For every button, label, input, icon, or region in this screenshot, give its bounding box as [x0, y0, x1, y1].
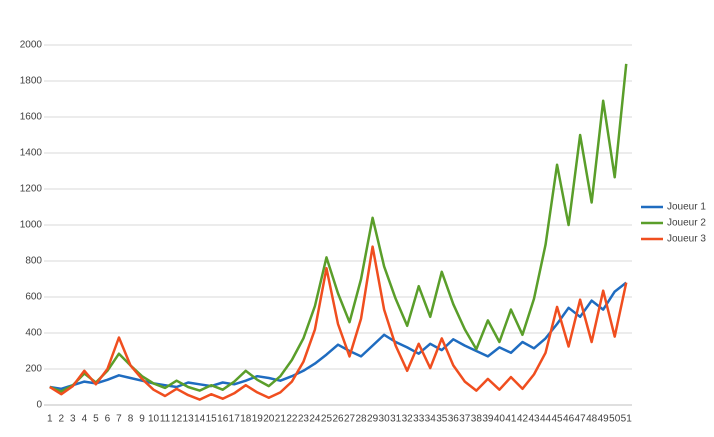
- x-tick-label: 8: [128, 414, 134, 425]
- x-tick-label: 46: [563, 414, 575, 425]
- y-tick-label: 0: [36, 400, 42, 411]
- x-tick-label: 23: [298, 414, 310, 425]
- x-tick-label: 31: [390, 414, 402, 425]
- x-tick-label: 30: [379, 414, 391, 425]
- y-tick-label: 1400: [20, 148, 43, 159]
- x-tick-label: 10: [148, 414, 160, 425]
- x-tick-label: 14: [194, 414, 206, 425]
- x-tick-label: 29: [367, 414, 379, 425]
- x-tick-label: 4: [82, 414, 88, 425]
- y-tick-label: 1200: [20, 184, 43, 195]
- series-line: [49, 245, 628, 401]
- x-tick-label: 17: [229, 414, 241, 425]
- x-tick-label: 2: [59, 414, 65, 425]
- y-tick-label: 1600: [20, 112, 43, 123]
- y-tick-label: 600: [25, 292, 42, 303]
- x-tick-label: 34: [425, 414, 437, 425]
- x-tick-label: 37: [459, 414, 471, 425]
- x-tick-label: 19: [252, 414, 264, 425]
- x-tick-label: 11: [160, 414, 171, 425]
- x-tick-label: 41: [505, 414, 517, 425]
- x-tick-label: 16: [217, 414, 229, 425]
- x-tick-label: 3: [70, 414, 76, 425]
- legend-label: Joueur 2: [667, 218, 706, 229]
- x-tick-label: 49: [598, 414, 610, 425]
- x-tick-label: 51: [621, 414, 633, 425]
- x-tick-label: 50: [609, 414, 621, 425]
- x-tick-label: 20: [263, 414, 275, 425]
- y-tick-label: 1000: [20, 220, 43, 231]
- x-tick-label: 45: [551, 414, 563, 425]
- x-tick-label: 1: [47, 414, 53, 425]
- y-tick-label: 1800: [20, 76, 43, 87]
- y-tick-label: 400: [25, 328, 42, 339]
- x-tick-label: 26: [332, 414, 344, 425]
- x-tick-label: 44: [540, 414, 552, 425]
- legend-label: Joueur 3: [667, 234, 706, 245]
- x-tick-label: 39: [482, 414, 494, 425]
- x-tick-label: 15: [206, 414, 218, 425]
- x-tick-label: 32: [402, 414, 414, 425]
- x-tick-label: 35: [436, 414, 448, 425]
- x-tick-label: 42: [517, 414, 529, 425]
- x-tick-label: 27: [344, 414, 356, 425]
- x-tick-label: 43: [528, 414, 540, 425]
- x-tick-label: 9: [139, 414, 145, 425]
- x-tick-label: 25: [321, 414, 333, 425]
- x-tick-label: 6: [105, 414, 111, 425]
- x-tick-label: 28: [355, 414, 367, 425]
- x-tick-label: 7: [116, 414, 122, 425]
- x-tick-label: 24: [309, 414, 321, 425]
- x-tick-label: 40: [494, 414, 506, 425]
- y-tick-label: 2000: [20, 40, 43, 51]
- x-tick-label: 18: [240, 414, 252, 425]
- x-tick-label: 22: [286, 414, 298, 425]
- x-tick-label: 47: [575, 414, 587, 425]
- x-tick-label: 12: [171, 414, 183, 425]
- y-tick-label: 800: [25, 256, 42, 267]
- y-tick-label: 200: [25, 364, 42, 375]
- legend-label: Joueur 1: [667, 202, 706, 213]
- x-tick-label: 21: [275, 414, 287, 425]
- x-tick-label: 5: [93, 414, 99, 425]
- series-line: [49, 63, 628, 393]
- x-tick-label: 48: [586, 414, 598, 425]
- x-tick-label: 13: [183, 414, 195, 425]
- x-tick-label: 38: [471, 414, 483, 425]
- x-tick-label: 33: [413, 414, 425, 425]
- x-tick-label: 36: [448, 414, 460, 425]
